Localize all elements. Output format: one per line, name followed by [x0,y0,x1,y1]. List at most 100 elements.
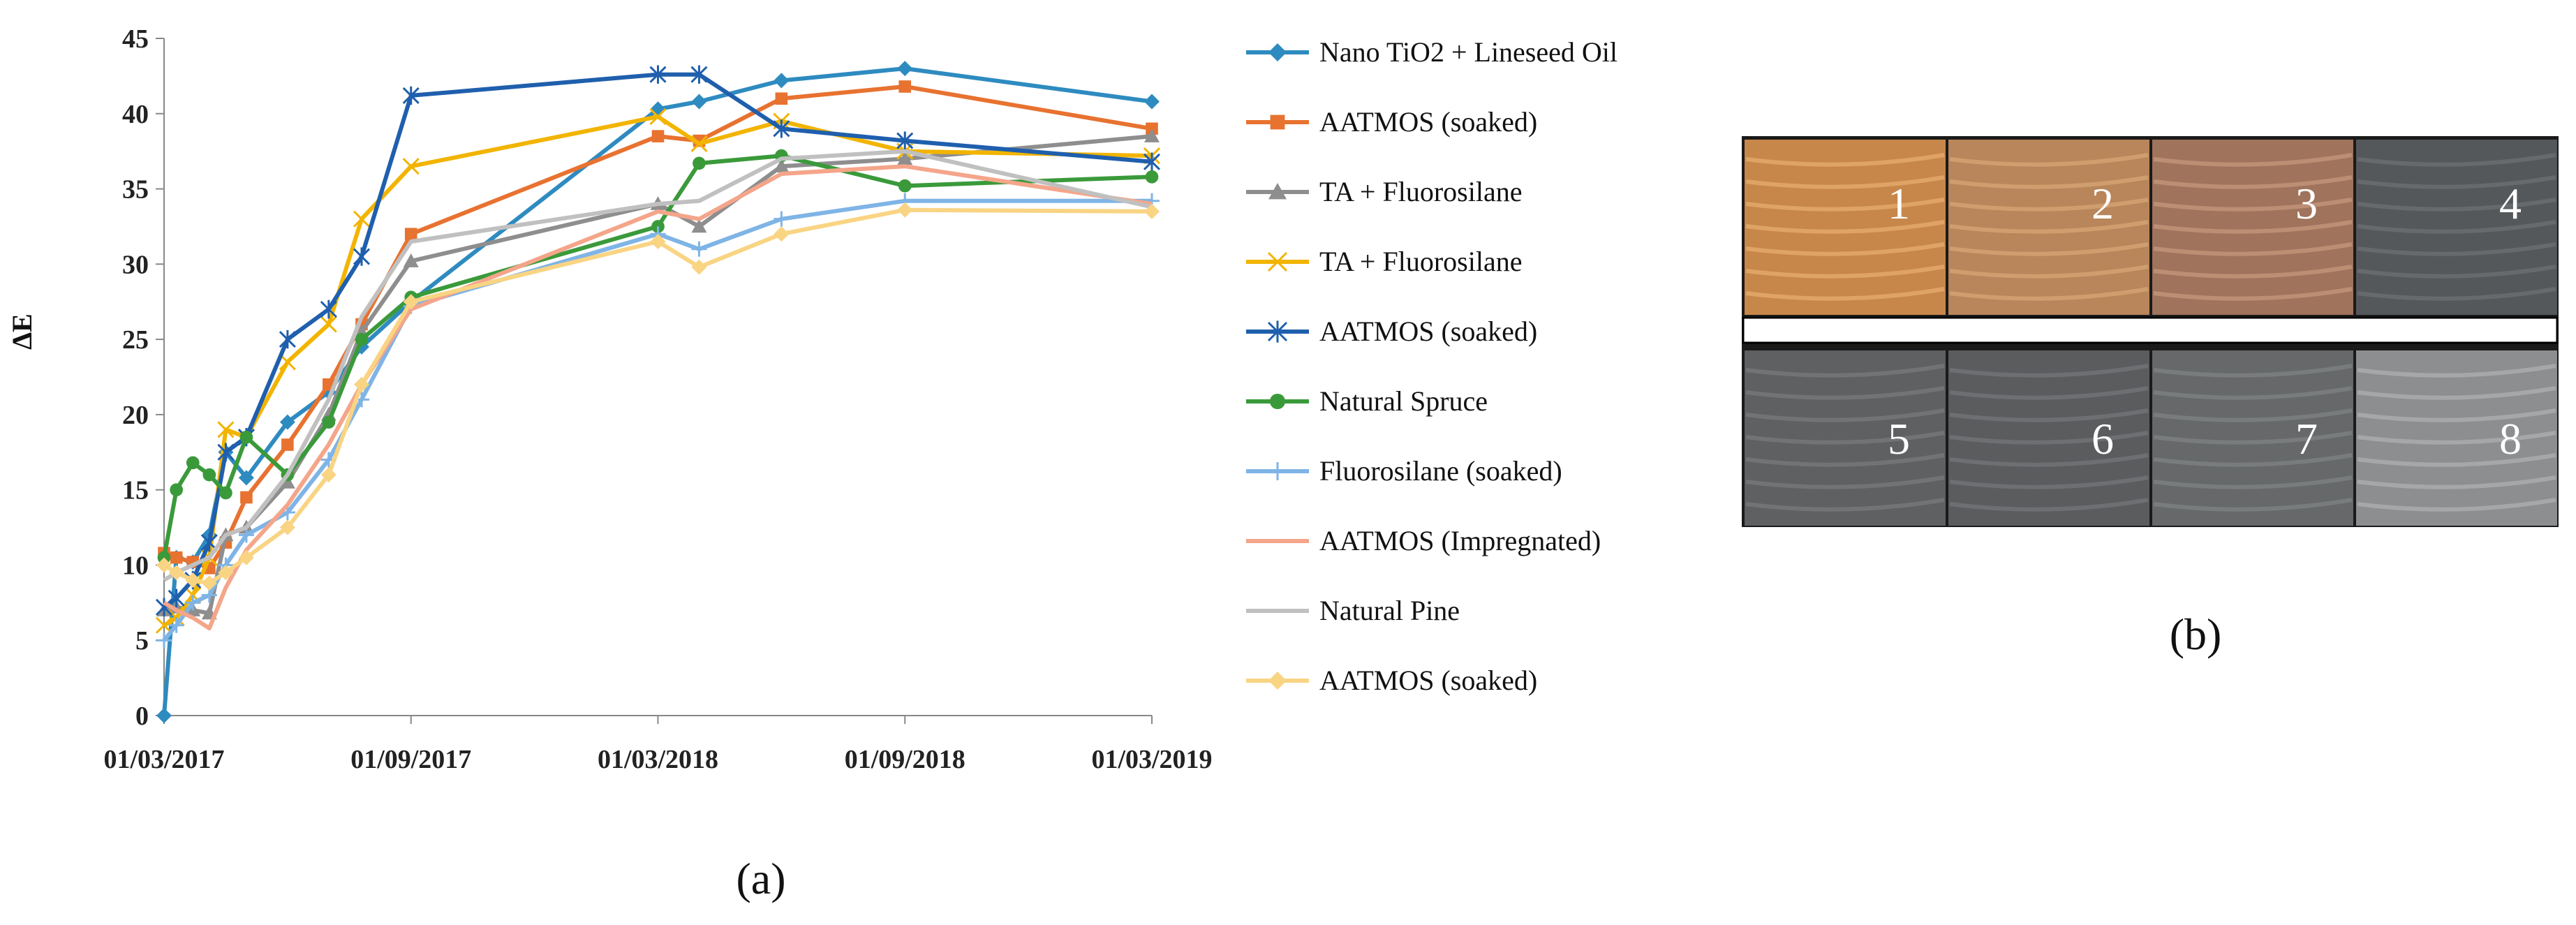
data-point [1145,170,1159,184]
data-point [202,468,216,482]
legend-label: Natural Pine [1319,595,1460,626]
sample-number: 8 [2499,414,2522,464]
data-point [403,253,419,267]
wood-grain-line [1745,265,1945,279]
x-tick-label: 01/03/2019 [1091,745,1212,774]
wood-grain-line [1949,265,2149,279]
data-point [354,376,369,392]
chart-axes: 0 5 10 15 20 25 30 35 40 45 01/03/2017 01/09/2017 01… [103,24,1212,774]
data-point [691,241,707,257]
data-point [168,565,184,581]
legend-item: Nano TiO2 + Lineseed Oil [1246,36,1618,68]
wood-grain-line [2153,453,2353,467]
data-point [691,94,707,110]
panel-b-caption: (b) [2170,609,2222,659]
sample-photo-2: 2 [1948,140,2149,315]
wood-grain-line [2153,198,2353,212]
y-tick-label: 10 [122,551,149,580]
data-point [170,483,184,497]
wood-grain-line [2357,175,2556,189]
wood-grain-line [1949,287,2149,301]
data-point [691,259,707,275]
data-point [186,456,200,470]
y-tick-label: 45 [122,24,149,54]
wood-grain-line [1745,498,1945,512]
data-point [897,151,913,165]
series-line [162,66,1153,716]
series-8 [163,164,1153,630]
wood-grain-line [1949,431,2149,445]
data-point [185,572,201,588]
panel-b-photos: 1 2 3 4 5 6 7 8 [1742,136,2559,527]
legend-swatch-marker [1270,114,1285,130]
data-point [185,595,201,611]
series-1 [156,61,1160,723]
data-point [279,414,295,430]
data-point [404,228,417,241]
x-tick-label: 01/09/2018 [845,745,965,774]
data-point [691,219,707,233]
wood-grain-line [2153,265,2353,279]
wood-grain-line [1949,453,2149,467]
data-point [403,294,419,310]
data-point [651,130,665,142]
data-point [355,332,369,346]
wood-grain-line [1745,175,1945,189]
wood-grain-line [1745,475,1945,489]
sample-number: 7 [2295,414,2318,464]
wood-grain-line [1949,364,2149,378]
wood-grain-line [2357,198,2556,212]
data-point [1143,152,1161,171]
data-point [168,617,184,633]
series-line [163,164,1153,630]
wood-grain-line [2153,386,2353,400]
legend-swatch-marker [1268,672,1287,690]
legend-item: AATMOS (soaked) [1246,665,1537,696]
x-tick-label: 01/03/2018 [598,745,718,774]
data-point [238,527,254,543]
data-point [1144,94,1160,110]
legend-label: AATMOS (soaked) [1319,316,1537,347]
data-point [897,202,913,218]
wood-grain-line [1745,431,1945,445]
y-tick-label: 20 [122,401,149,430]
wood-grain-line [2153,475,2353,489]
legend-label: Nano TiO2 + Lineseed Oil [1319,36,1618,68]
data-point [218,565,234,581]
legend-label: TA + Fluorosilane [1319,176,1522,207]
wood-grain-line [1949,242,2149,256]
sample-photo-7: 7 [2152,350,2353,526]
series-line [163,207,1153,586]
sample-number: 3 [2295,179,2318,228]
data-point [649,65,667,84]
legend-item: Fluorosilane (soaked) [1246,455,1562,487]
legend-item: AATMOS (soaked) [1246,316,1537,347]
wood-grain-line [2357,364,2556,378]
data-point [649,108,667,126]
wood-grain-line [2357,408,2556,422]
data-point [201,575,217,591]
y-tick-label: 0 [135,702,149,731]
wood-grain-line [1745,408,1945,422]
data-point [156,557,172,573]
legend-swatch-marker [1268,183,1287,200]
data-point [279,330,296,349]
data-point [773,158,790,173]
wood-grain-line [1949,198,2149,212]
data-point [170,551,183,564]
data-point [320,467,336,483]
wood-grain-line [2153,287,2353,301]
sample-number: 2 [2092,179,2114,228]
legend-item: Natural Pine [1246,595,1460,626]
wood-grain-line [1949,408,2149,422]
sample-photo-3: 3 [2152,140,2353,315]
data-point [240,491,253,504]
data-point [156,708,172,723]
sample-photo-4: 4 [2356,140,2557,315]
series-7 [156,193,1160,649]
y-tick-label: 35 [122,175,149,205]
wood-grain-line [2357,242,2556,256]
data-point [402,158,420,175]
x-tick-label: 01/09/2017 [350,745,471,774]
